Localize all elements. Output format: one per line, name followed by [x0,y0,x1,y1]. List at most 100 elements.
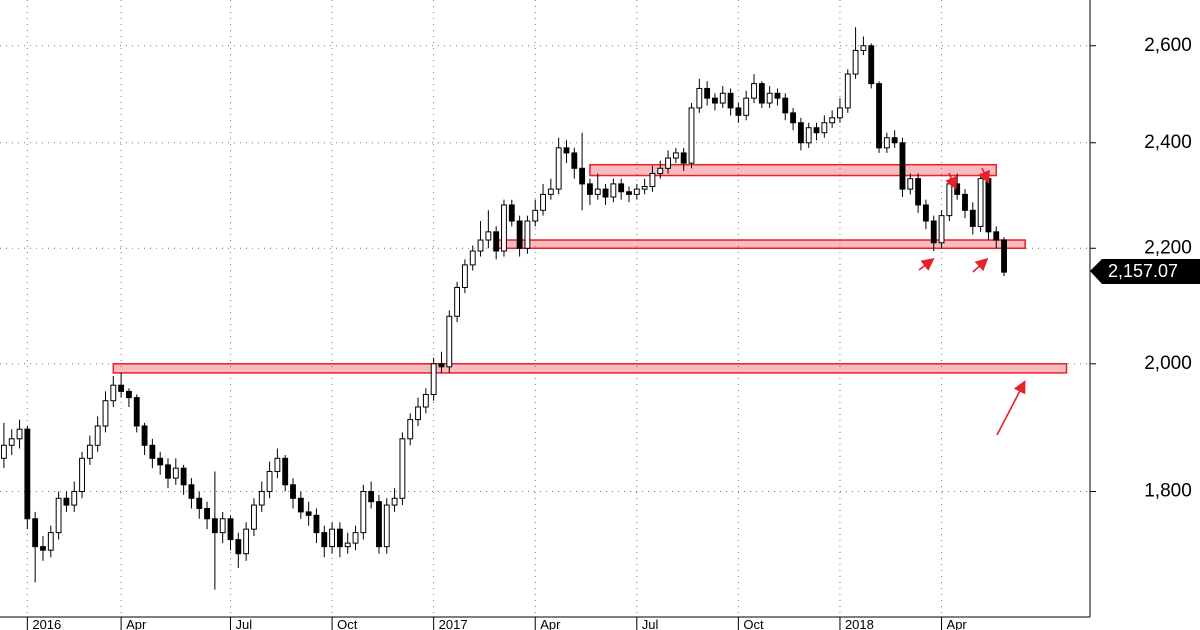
candle-body [649,172,656,187]
candle-body [79,457,85,493]
candle-body [508,204,515,222]
candle-body [672,152,679,159]
candle-body [907,178,914,190]
candle-body [24,428,31,520]
candle-body [180,467,187,486]
candle-body [680,152,687,164]
candle-body [571,152,578,169]
candle-body [813,127,820,134]
candle-body [626,191,632,195]
candle-body [883,137,890,149]
candle-body [743,97,750,116]
candle-body [55,497,62,534]
candle-body [837,107,843,119]
candle-body [383,504,390,548]
y-tick-label: 1,800 [1144,481,1192,502]
candle-body [969,209,976,227]
candle-body [844,73,851,109]
candle-body [274,457,281,472]
y-tick-label: 2,200 [1144,237,1192,258]
y-tick-label: 2,600 [1144,35,1192,56]
x-tick-label: Oct [743,617,764,630]
candle-body [321,532,328,548]
candle-body [797,122,804,144]
candle-body [258,491,265,506]
last-price-label: 2,157.07 [1108,261,1178,281]
candle-body [446,315,453,368]
candle-body [430,363,437,395]
candle-body [876,83,882,149]
zone [112,363,1068,374]
candle-body [102,400,109,427]
candle-body [149,444,156,459]
candle-body [594,188,601,195]
candle-body [336,528,343,548]
candle-body [766,92,773,104]
x-tick-label: Oct [337,617,358,630]
candle-body [899,142,906,190]
candle-body [860,45,867,51]
candle-body [376,501,382,548]
candle-body [0,444,7,459]
candle-body [602,188,609,198]
candle-body [211,518,218,534]
zone [589,163,997,177]
candle-body [204,507,210,520]
candle-body [469,250,476,266]
candle-body [1001,239,1007,273]
candle-body [438,363,445,368]
candle-body [40,546,46,551]
candle-body [532,209,539,222]
x-tick-label: 2017 [439,617,468,630]
candle-body [977,178,984,227]
candle-body [719,92,726,104]
candle-body [587,183,593,195]
candle-body [407,419,414,440]
candle-body [313,514,320,534]
candle-body [172,467,179,479]
candle-body [141,425,148,446]
candle-body [774,92,781,99]
x-tick-label: 2016 [32,617,61,630]
candle-body [94,425,101,446]
candle-body [415,406,421,421]
candle-body [297,497,304,513]
candle-body [524,220,531,249]
candle-body [329,528,336,548]
candle-body [399,438,406,499]
candle-body [930,220,937,244]
candle-body [344,542,351,548]
x-tick-label: Jul [642,617,659,630]
x-tick-label: Apr [126,617,147,630]
candle-body [422,393,429,408]
candle-body [196,497,203,509]
candle-body [126,390,132,399]
candle-body [790,112,797,124]
candle-body [227,518,234,541]
candle-body [493,231,500,252]
candle-body [555,147,562,190]
candle-body [235,539,242,555]
candle-body [563,147,570,154]
candle-body [63,497,70,506]
candle-body [657,167,664,174]
candle-body [821,122,828,134]
candle-body [962,193,968,211]
candle-body [219,518,226,534]
candle-body [618,183,625,193]
candle-body [501,204,507,252]
candle-body [454,286,461,317]
candle-body [993,231,1000,241]
candle-body [391,497,398,506]
candle-body [251,504,257,530]
candle-body [157,457,164,466]
candle-body [188,484,195,499]
x-tick-label: Jul [236,617,253,630]
candle-body [665,157,671,169]
candle-body [16,428,23,440]
candle-body [368,491,375,503]
candle-body [243,528,250,555]
candle-body [485,231,492,241]
candle-body [610,183,617,198]
